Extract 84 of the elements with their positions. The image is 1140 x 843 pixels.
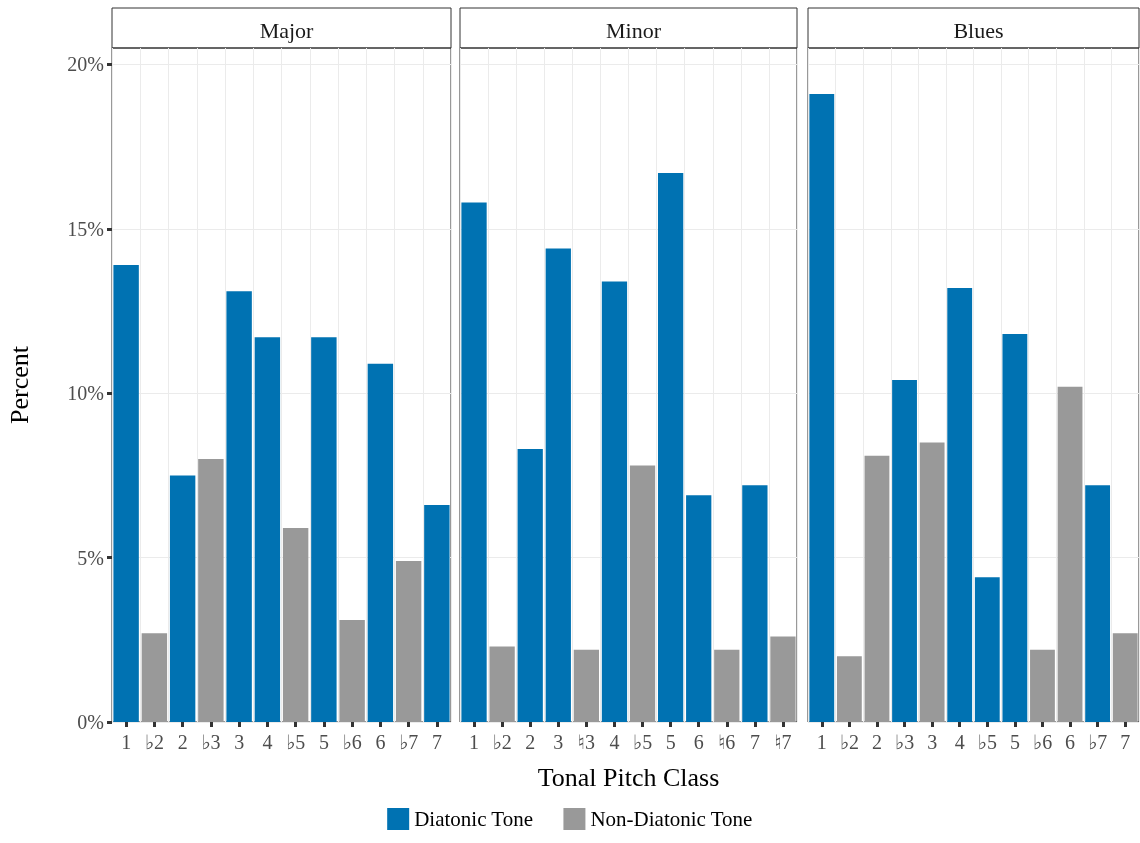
- bar: [601, 281, 628, 722]
- bar: [339, 620, 365, 722]
- y-tick-label: 10%: [67, 382, 104, 405]
- y-tick-label: 5%: [77, 546, 104, 569]
- y-tick-label: 15%: [67, 217, 104, 240]
- bar: [836, 656, 862, 722]
- bar: [919, 442, 945, 722]
- x-tick-label: 1: [816, 731, 827, 753]
- bar: [742, 485, 768, 722]
- bar: [892, 380, 917, 722]
- bar: [947, 288, 973, 722]
- x-tick-label: ♭2: [144, 731, 165, 753]
- x-tick-label: 7: [749, 731, 760, 753]
- chart-title: Blues: [953, 17, 1004, 43]
- bar: [311, 337, 337, 722]
- bar: [489, 646, 515, 722]
- bar: [395, 560, 422, 722]
- x-tick-label: 7: [431, 731, 442, 753]
- bar: [424, 505, 450, 722]
- bar: [545, 248, 571, 722]
- chart-title: Minor: [606, 17, 662, 43]
- x-tick-label: 6: [1065, 731, 1076, 753]
- x-tick-label: ♭6: [342, 731, 362, 753]
- x-tick-label: ♭2: [839, 731, 860, 753]
- bar: [686, 495, 712, 722]
- x-tick-label: ♭7: [1087, 731, 1108, 753]
- x-tick-label: 6: [375, 731, 386, 753]
- y-tick-label: 20%: [67, 53, 104, 76]
- x-tick-label: 6: [693, 731, 704, 753]
- bar: [226, 291, 252, 722]
- x-tick-label: ♭5: [977, 731, 998, 753]
- bar: [864, 455, 890, 722]
- x-tick-label: 5: [1009, 731, 1020, 753]
- x-tick-label: 3: [553, 731, 564, 753]
- x-tick-label: 1: [121, 731, 132, 753]
- y-tick-label: 0%: [77, 711, 104, 733]
- x-tick-label: ♮7: [774, 731, 792, 753]
- bar: [1057, 386, 1083, 722]
- x-tick-label: 5: [665, 731, 676, 753]
- x-tick-label: ♮6: [718, 731, 736, 753]
- x-tick-label: ♭3: [201, 731, 221, 753]
- bar: [367, 363, 394, 722]
- bar: [573, 649, 600, 722]
- bar: [282, 528, 309, 722]
- bar: [1112, 633, 1138, 722]
- bar: [1085, 485, 1111, 722]
- x-tick-label: 4: [954, 731, 965, 753]
- y-axis-title: Percent: [4, 345, 34, 424]
- bar: [809, 94, 835, 722]
- x-tick-label: ♭5: [632, 731, 653, 753]
- x-tick-label: 2: [177, 731, 188, 753]
- chart-title: Major: [259, 17, 315, 43]
- bar: [657, 172, 684, 722]
- x-tick-label: 2: [525, 731, 536, 753]
- x-tick-label: ♭3: [894, 731, 915, 753]
- bar: [461, 202, 487, 722]
- legend-label: Non-Diatonic Tone: [590, 807, 753, 831]
- bar: [974, 577, 1000, 722]
- x-tick-label: ♭7: [398, 731, 419, 753]
- x-tick-label: ♭5: [285, 731, 306, 753]
- bar: [169, 475, 196, 722]
- x-tick-label: 2: [871, 731, 882, 753]
- x-tick-label: ♭6: [1032, 731, 1053, 753]
- x-tick-label: 5: [318, 731, 329, 753]
- bar: [770, 636, 796, 722]
- bar: [254, 337, 281, 722]
- bar: [1002, 334, 1028, 722]
- bar: [517, 449, 543, 722]
- x-tick-label: 3: [234, 731, 245, 753]
- x-tick-label: 4: [262, 731, 273, 753]
- x-tick-label: ♭2: [492, 731, 512, 753]
- bar: [113, 265, 139, 722]
- bar: [629, 465, 656, 722]
- bar: [714, 649, 740, 722]
- bar: [1030, 649, 1055, 722]
- legend-label: Diatonic Tone: [414, 807, 534, 831]
- x-tick-label: 1: [469, 731, 480, 753]
- x-tick-label: 4: [609, 731, 620, 753]
- bar: [198, 458, 224, 722]
- bar: [141, 633, 168, 722]
- x-axis-title: Tonal Pitch Class: [537, 762, 720, 792]
- x-tick-label: 7: [1120, 731, 1131, 753]
- x-tick-label: 3: [927, 731, 938, 753]
- x-tick-label: ♮3: [577, 731, 595, 753]
